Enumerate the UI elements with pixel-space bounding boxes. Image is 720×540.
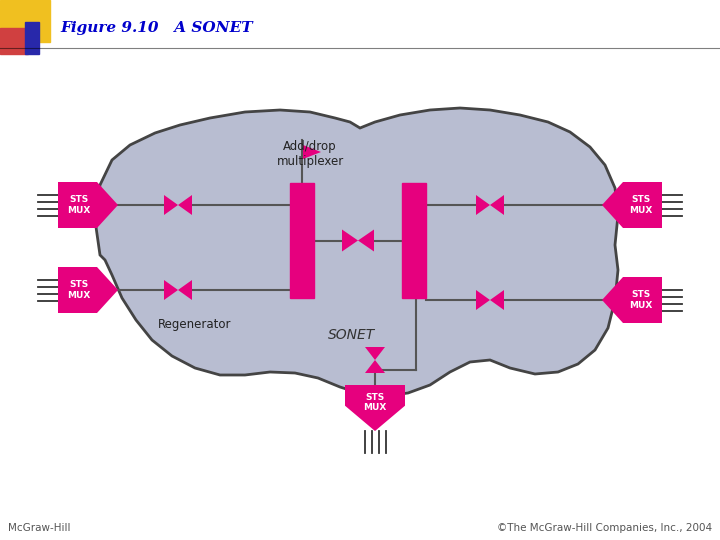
Text: STS
MUX: STS MUX [629, 195, 653, 215]
Polygon shape [602, 277, 662, 323]
Text: STS
MUX: STS MUX [67, 280, 91, 300]
Text: STS
MUX: STS MUX [364, 393, 387, 412]
Text: McGraw-Hill: McGraw-Hill [8, 523, 71, 533]
Polygon shape [365, 360, 385, 373]
Text: Regenerator: Regenerator [158, 318, 232, 331]
Text: STS
MUX: STS MUX [629, 291, 653, 310]
Bar [402, 183, 426, 298]
Polygon shape [358, 230, 374, 252]
Bar [0, 0, 50, 42]
Text: Add/drop
multiplexer: Add/drop multiplexer [276, 140, 343, 168]
Bar [290, 183, 314, 298]
Polygon shape [164, 195, 178, 215]
Polygon shape [303, 145, 321, 159]
Polygon shape [490, 290, 504, 310]
Text: ©The McGraw-Hill Companies, Inc., 2004: ©The McGraw-Hill Companies, Inc., 2004 [497, 523, 712, 533]
Polygon shape [342, 230, 358, 252]
Text: Figure 9.10   A SONET: Figure 9.10 A SONET [60, 21, 253, 35]
Polygon shape [476, 290, 490, 310]
Polygon shape [95, 108, 618, 396]
Polygon shape [476, 195, 490, 215]
Polygon shape [602, 182, 662, 228]
Text: SONET: SONET [328, 328, 376, 342]
Polygon shape [58, 267, 118, 313]
Polygon shape [178, 195, 192, 215]
Polygon shape [365, 347, 385, 360]
Text: STS
MUX: STS MUX [67, 195, 91, 215]
Bar [0, 28, 28, 54]
Polygon shape [178, 280, 192, 300]
Polygon shape [164, 280, 178, 300]
Polygon shape [490, 195, 504, 215]
Bar [25, 22, 39, 54]
Polygon shape [345, 385, 405, 431]
Polygon shape [58, 182, 118, 228]
